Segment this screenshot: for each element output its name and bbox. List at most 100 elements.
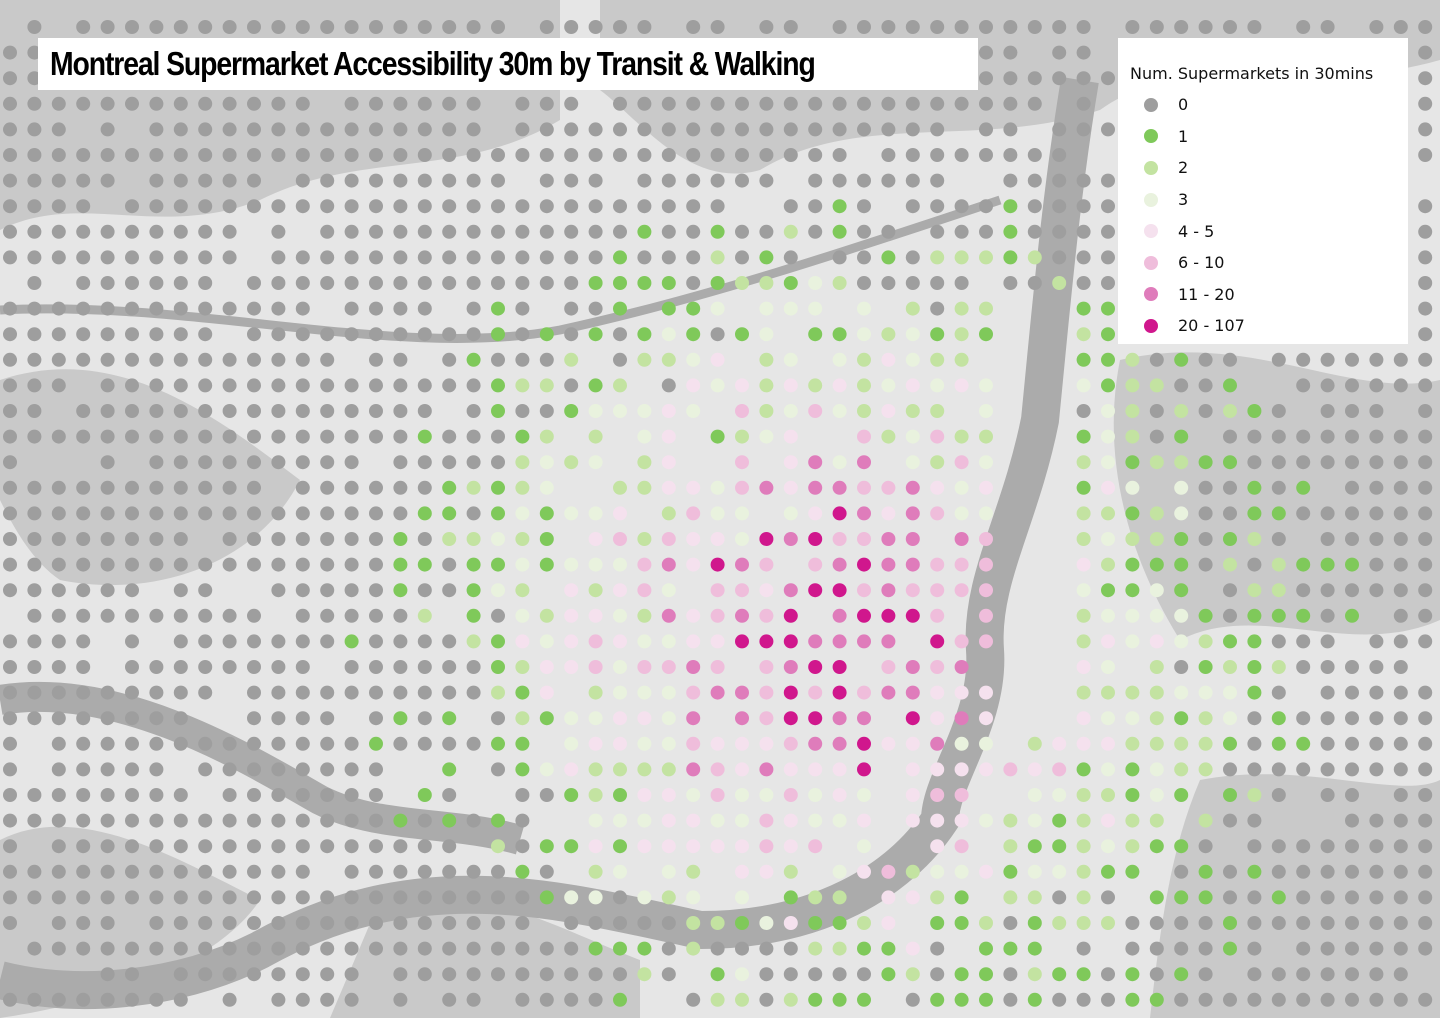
map-dot xyxy=(1076,20,1091,34)
map-dot xyxy=(1223,378,1237,393)
map-dot xyxy=(1345,429,1359,444)
map-dot xyxy=(1027,916,1042,930)
map-dot xyxy=(1223,404,1237,418)
map-dot xyxy=(1271,660,1286,674)
map-dot xyxy=(686,660,701,674)
map-dot xyxy=(173,148,188,162)
map-dot xyxy=(832,276,847,290)
map-dot xyxy=(3,148,17,162)
map-dot xyxy=(613,916,627,930)
map-dot xyxy=(979,506,993,521)
map-dot xyxy=(1027,941,1042,956)
map-dot xyxy=(466,327,481,342)
map-dot xyxy=(198,276,213,290)
map-dot xyxy=(1418,532,1433,546)
map-dot xyxy=(271,429,286,444)
map-dot xyxy=(539,250,554,265)
map-dot xyxy=(51,557,66,572)
map-dot xyxy=(539,429,554,444)
map-dot xyxy=(3,660,17,674)
map-dot xyxy=(51,173,66,188)
map-dot xyxy=(393,250,408,265)
map-dot xyxy=(198,378,213,393)
map-dot xyxy=(515,967,530,982)
map-dot xyxy=(27,813,42,828)
map-dot xyxy=(808,736,823,751)
map-dot xyxy=(588,378,603,393)
map-dot xyxy=(905,532,920,546)
map-dot xyxy=(1149,788,1164,802)
map-dot xyxy=(393,378,408,393)
map-dot xyxy=(320,762,335,777)
map-dot xyxy=(1101,992,1115,1007)
map-dot xyxy=(222,788,237,802)
map-dot xyxy=(930,685,945,700)
map-dot xyxy=(686,173,701,188)
map-dot xyxy=(735,967,749,982)
map-dot xyxy=(539,634,554,649)
map-dot xyxy=(857,788,871,802)
map-dot xyxy=(100,455,115,470)
map-dot xyxy=(247,378,261,393)
map-dot xyxy=(417,173,432,188)
map-dot xyxy=(27,122,42,137)
map-dot xyxy=(466,916,481,930)
map-dot xyxy=(1296,864,1311,879)
map-dot xyxy=(1198,916,1213,930)
map-dot xyxy=(1149,608,1164,623)
map-dot xyxy=(1369,660,1384,674)
map-dot xyxy=(735,916,749,930)
map-dot xyxy=(1271,711,1286,726)
map-dot xyxy=(881,378,896,393)
map-dot xyxy=(954,250,969,265)
map-dot xyxy=(1003,276,1018,290)
map-dot xyxy=(51,378,66,393)
map-dot xyxy=(1198,608,1213,623)
map-dot xyxy=(344,506,359,521)
map-dot xyxy=(295,378,310,393)
map-dot xyxy=(759,711,774,726)
map-dot xyxy=(613,404,627,418)
map-dot xyxy=(247,941,261,956)
map-dot xyxy=(125,429,139,444)
map-dot xyxy=(369,404,383,418)
map-dot xyxy=(1101,557,1115,572)
map-dot xyxy=(1027,71,1042,86)
map-dot xyxy=(954,276,969,290)
map-dot xyxy=(1125,736,1140,751)
map-dot xyxy=(661,378,676,393)
map-dot xyxy=(125,608,139,623)
map-dot xyxy=(466,608,481,623)
map-dot xyxy=(808,941,823,956)
map-dot xyxy=(661,813,676,828)
map-dot xyxy=(295,762,310,777)
map-dot xyxy=(417,736,432,751)
map-dot xyxy=(661,532,676,546)
map-dot xyxy=(832,122,847,137)
map-dot xyxy=(1125,711,1140,726)
map-dot xyxy=(1369,967,1384,982)
map-dot xyxy=(1369,685,1384,700)
map-dot xyxy=(1198,506,1213,521)
map-dot xyxy=(125,557,139,572)
map-dot xyxy=(637,480,652,495)
map-dot xyxy=(295,352,310,367)
map-dot xyxy=(295,992,310,1007)
map-dot xyxy=(442,429,457,444)
map-dot xyxy=(1223,992,1237,1007)
map-dot xyxy=(661,224,676,239)
map-dot xyxy=(857,813,871,828)
map-dot xyxy=(808,122,823,137)
legend-item: 2 xyxy=(1130,152,1408,184)
map-dot xyxy=(1198,480,1213,495)
map-dot xyxy=(1418,864,1433,879)
map-dot xyxy=(564,301,579,316)
map-dot xyxy=(76,839,91,854)
map-dot xyxy=(51,583,66,598)
map-dot xyxy=(613,557,627,572)
map-dot xyxy=(1174,506,1189,521)
map-dot xyxy=(51,864,66,879)
legend-label: 3 xyxy=(1178,190,1189,210)
map-dot xyxy=(369,634,383,649)
map-dot xyxy=(1369,762,1384,777)
